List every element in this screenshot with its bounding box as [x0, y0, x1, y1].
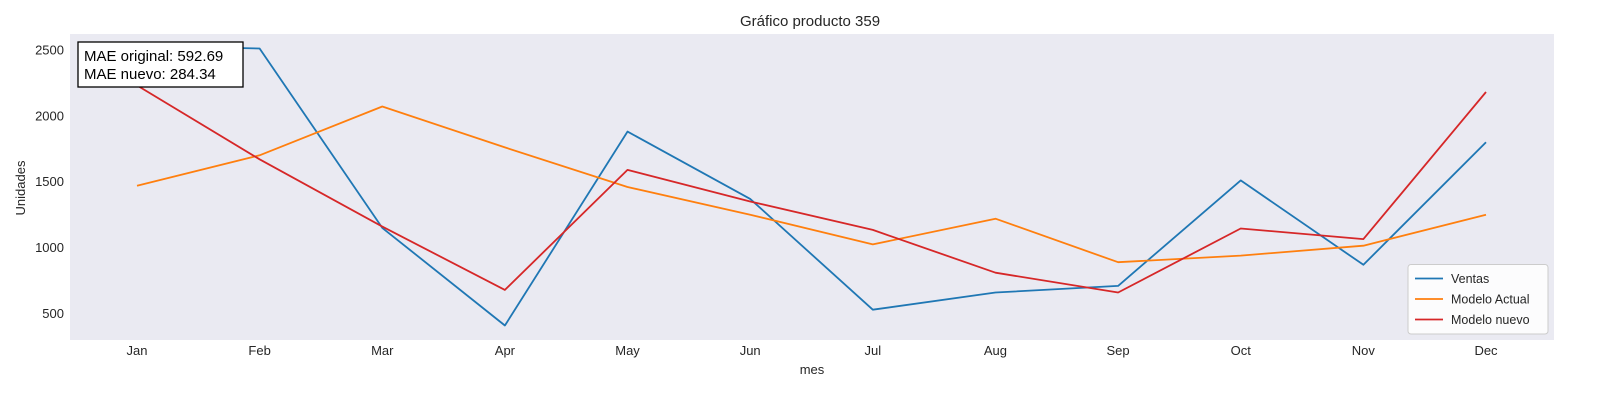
mae-nuevo-text: MAE nuevo: 284.34: [84, 66, 216, 83]
y-tick-label-1000: 1000: [35, 240, 64, 255]
series-line-modelo-actual: [136, 105, 1487, 264]
y-tick-label-2500: 2500: [35, 42, 64, 57]
legend-box: [1407, 264, 1549, 335]
mae-original-text: MAE original: 592.69: [84, 48, 223, 65]
legend-label-modelo-nuevo: Modelo nuevo: [1451, 313, 1530, 327]
x-tick-label-aug: Aug: [984, 343, 1007, 358]
mae-annotation-box: MAE original: 592.69 MAE nuevo: 284.34: [77, 41, 244, 88]
plot-area: [70, 34, 1554, 340]
legend-label-ventas: Ventas: [1451, 272, 1489, 286]
x-tick-label-may: May: [615, 343, 640, 358]
y-tick-label-1500: 1500: [35, 174, 64, 189]
x-tick-label-jul: Jul: [865, 343, 882, 358]
y-axis-label: Unidades: [13, 160, 28, 215]
x-tick-label-mar: Mar: [371, 343, 394, 358]
x-tick-label-oct: Oct: [1231, 343, 1252, 358]
series-line-modelo-nuevo: [136, 84, 1487, 294]
legend: Ventas Modelo Actual Modelo nuevo: [1407, 264, 1549, 335]
series-line-ventas: [136, 45, 1487, 327]
x-tick-label-apr: Apr: [495, 343, 516, 358]
y-tick-label-2000: 2000: [35, 108, 64, 123]
x-tick-label-jan: Jan: [127, 343, 148, 358]
x-tick-label-jun: Jun: [740, 343, 761, 358]
x-axis-label: mes: [800, 362, 825, 377]
x-tick-label-dec: Dec: [1474, 343, 1498, 358]
legend-label-modelo-actual: Modelo Actual: [1451, 293, 1530, 307]
x-tick-label-nov: Nov: [1352, 343, 1376, 358]
x-tick-label-feb: Feb: [248, 343, 270, 358]
chart-title: Gráfico producto 359: [740, 13, 880, 30]
x-tick-label-sep: Sep: [1107, 343, 1130, 358]
y-tick-label-500: 500: [42, 306, 64, 321]
